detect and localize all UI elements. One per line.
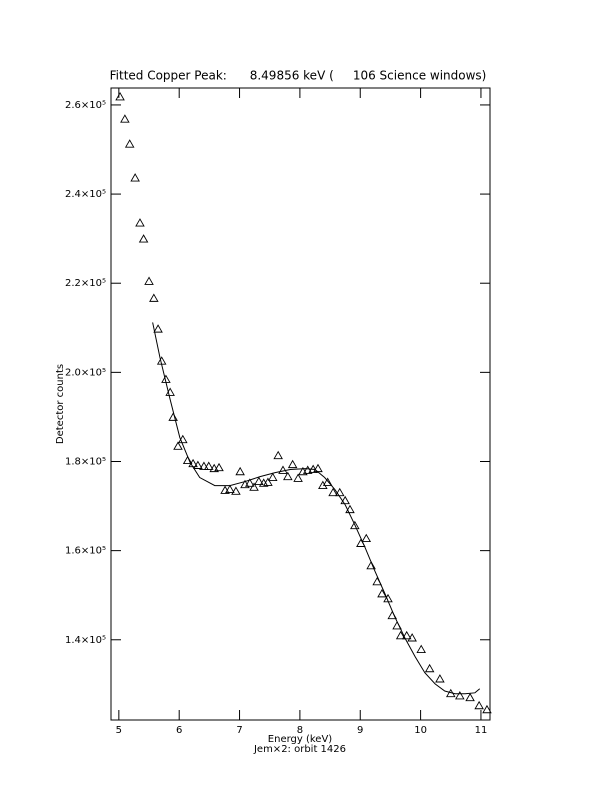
data-point (149, 293, 159, 302)
data-point (313, 463, 323, 473)
data-point (345, 504, 355, 514)
data-point (138, 234, 149, 243)
data-point (263, 477, 273, 486)
data-point (199, 461, 209, 470)
x-tick-label: 8 (297, 725, 303, 736)
data-point (225, 484, 235, 494)
data-point (377, 588, 387, 598)
subtitle: Jem×2: orbit 1426 (253, 744, 346, 755)
data-point (254, 476, 264, 486)
data-point (361, 533, 372, 543)
data-point (366, 560, 376, 570)
data-point (334, 487, 345, 497)
data-point (293, 473, 303, 482)
data-point (416, 644, 426, 654)
data-point (245, 478, 255, 487)
x-tick-label: 9 (357, 725, 363, 736)
y-tick-label: 2.4×10⁵ (65, 189, 106, 200)
data-point (124, 139, 135, 148)
y-tick-label: 1.4×10⁵ (65, 635, 106, 646)
data-point (120, 114, 130, 123)
data-point (249, 482, 259, 491)
x-tick-label: 11 (475, 725, 488, 736)
data-point (435, 674, 445, 683)
y-tick-label: 1.6×10⁵ (65, 546, 106, 557)
data-point (214, 462, 224, 472)
data-point (322, 477, 333, 486)
data-point (173, 441, 183, 450)
data-point (235, 466, 245, 476)
data-point (424, 663, 435, 673)
data-point (482, 704, 492, 714)
data-point (267, 472, 278, 481)
x-axis-label: Energy (keV) (268, 734, 333, 745)
data-point (153, 324, 163, 333)
x-tick-label: 7 (236, 725, 242, 736)
data-point (135, 218, 145, 227)
data-point (231, 486, 241, 495)
y-tick-label: 2.2×10⁵ (65, 278, 106, 289)
x-tick-label: 6 (176, 725, 182, 736)
y-tick-label: 1.8×10⁵ (65, 456, 106, 467)
data-point (328, 487, 338, 497)
data-point (407, 633, 417, 642)
data-point (340, 495, 350, 505)
y-tick-label: 2.0×10⁵ (65, 367, 106, 378)
x-tick-label: 10 (414, 725, 427, 736)
data-point (144, 276, 154, 285)
data-point (115, 92, 125, 101)
data-point (455, 691, 465, 700)
data-point (193, 460, 203, 469)
data-point (130, 173, 140, 182)
data-point (350, 520, 360, 530)
plot-frame (110, 87, 491, 721)
x-tick-label: 5 (116, 725, 122, 736)
data-point (278, 465, 288, 474)
fit-line (152, 322, 481, 695)
data-point (401, 630, 412, 640)
data-point (474, 700, 484, 710)
data-point (273, 450, 283, 460)
data-point (203, 461, 214, 470)
data-point (168, 412, 178, 421)
data-point (287, 459, 298, 469)
y-axis-label: Detector counts (55, 364, 66, 444)
chart-title: Fitted Copper Peak: 8.49856 keV ( 106 Sc… (110, 69, 487, 83)
data-point (395, 630, 406, 640)
y-tick-label: 2.6×10⁵ (65, 100, 106, 111)
data-point (465, 692, 475, 702)
data-point (283, 471, 293, 481)
data-point (302, 465, 313, 474)
